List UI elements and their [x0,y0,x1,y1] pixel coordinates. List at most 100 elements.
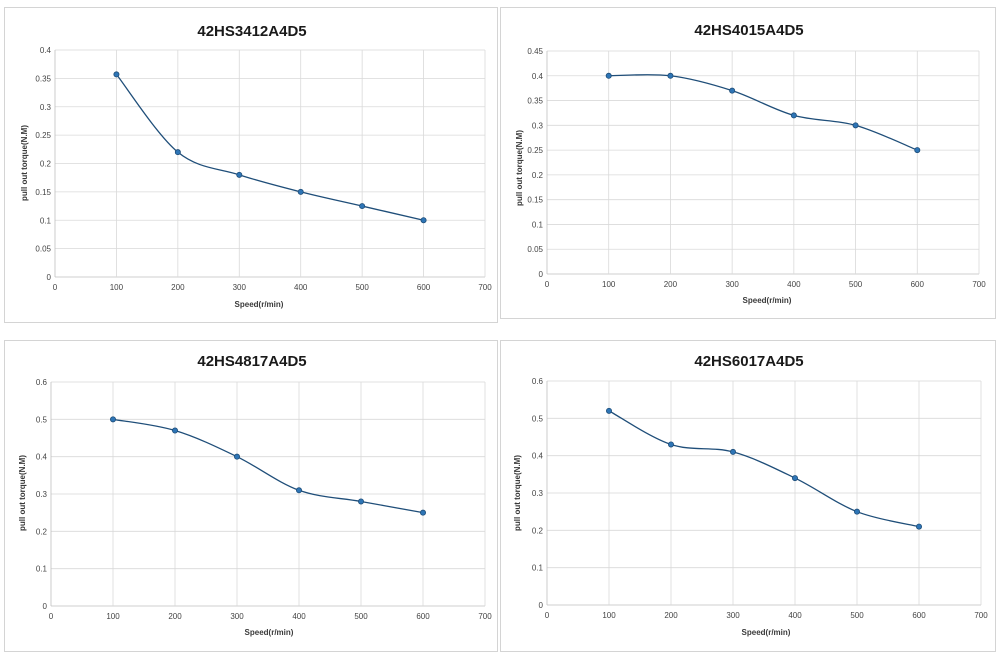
x-tick-label: 0 [53,283,58,292]
y-tick-label: 0.3 [532,121,544,130]
x-tick-label: 300 [725,280,739,289]
data-point [915,523,922,530]
data-point [236,171,243,178]
data-point [729,448,736,455]
data-point [359,203,366,210]
y-axis-label: pull out torque(N.M) [18,455,27,531]
y-tick-label: 0.05 [527,245,543,254]
chart-svg: 42HS3412A4D5 0 0.05 0.1 0.15 0.2 0.25 0.3 0.35 0… [20,23,492,309]
y-tick-label: 0.4 [532,72,544,81]
x-tick-label: 500 [849,280,863,289]
y-tick-label: 0.1 [40,216,52,225]
x-tick-label: 200 [664,280,678,289]
chart-title: 42HS4817A4D5 [197,353,306,370]
y-tick-label: 0.4 [36,453,48,462]
data-point [233,453,240,460]
x-tick-label: 600 [912,611,926,620]
y-tick-label: 0.1 [532,564,544,573]
x-tick-label: 500 [354,612,368,621]
chart-svg: 42HS4817A4D5 0 0.1 0.2 0.3 0.4 0.5 0.6 0 100 200… [18,353,492,637]
y-tick-label: 0.3 [36,490,48,499]
y-tick-label: 0 [539,270,544,279]
y-tick-label: 0.3 [532,489,544,498]
y-tick-label: 0.2 [36,527,48,536]
data-point [729,87,736,94]
y-tick-label: 0.2 [40,160,52,169]
y-tick-label: 0.15 [527,196,543,205]
y-tick-label: 0.35 [527,97,543,106]
y-tick-label: 0.6 [36,378,48,387]
chart-svg: 42HS6017A4D5 0 0.1 0.2 0.3 0.4 0.5 0.6 0 100 200… [513,353,988,637]
x-tick-label: 300 [726,611,740,620]
x-tick-label: 100 [110,283,124,292]
chart-title: 42HS4015A4D5 [694,22,803,39]
data-point [419,509,426,516]
x-tick-label: 700 [972,280,986,289]
y-tick-label: 0.2 [532,171,544,180]
y-tick-label: 0.1 [36,565,48,574]
y-tick-label: 0.25 [35,131,51,140]
x-axis-label: Speed(r/min) [235,300,284,309]
series-line [608,410,920,528]
x-tick-label: 700 [478,283,492,292]
data-point [420,217,427,224]
x-tick-label: 600 [911,280,925,289]
data-point [667,441,674,448]
x-axis-label: Speed(r/min) [742,628,791,637]
series-line [112,418,424,514]
x-tick-label: 200 [168,612,182,621]
data-point [791,475,798,482]
data-point [853,508,860,515]
x-axis-label: Speed(r/min) [743,296,792,305]
x-tick-label: 400 [292,612,306,621]
y-tick-label: 0.25 [527,146,543,155]
y-tick-label: 0.5 [36,415,48,424]
data-point [790,112,797,119]
series-line [115,73,424,221]
chart-panel-42hs6017a4d5: 42HS6017A4D5 0 0.1 0.2 0.3 0.4 0.5 0.6 0 100 200… [500,340,996,652]
x-tick-label: 700 [478,612,492,621]
y-tick-label: 0.05 [35,245,51,254]
x-tick-label: 500 [355,283,369,292]
x-tick-label: 700 [974,611,988,620]
data-point [667,72,674,79]
data-point [297,188,304,195]
chart-panel-42hs4817a4d5: 42HS4817A4D5 0 0.1 0.2 0.3 0.4 0.5 0.6 0 100 200… [4,340,498,652]
x-tick-label: 300 [233,283,247,292]
series-line [608,74,918,151]
chart-panel-42hs3412a4d5: 42HS3412A4D5 0 0.05 0.1 0.15 0.2 0.25 0.3 0.35 0… [4,7,498,323]
y-tick-label: 0 [539,601,544,610]
x-tick-label: 300 [230,612,244,621]
y-tick-label: 0.3 [40,103,52,112]
y-tick-label: 0.4 [532,452,544,461]
y-tick-label: 0.1 [532,220,544,229]
y-tick-label: 0 [47,273,52,282]
data-point [174,149,181,156]
x-tick-label: 100 [602,611,616,620]
x-tick-label: 200 [664,611,678,620]
chart-title: 42HS3412A4D5 [197,23,306,40]
data-point [606,407,613,414]
chart-title: 42HS6017A4D5 [694,353,803,370]
x-tick-label: 400 [294,283,308,292]
y-tick-label: 0.6 [532,377,544,386]
x-tick-label: 400 [787,280,801,289]
data-point [113,71,120,78]
x-tick-label: 400 [788,611,802,620]
data-point [357,498,364,505]
x-tick-label: 0 [49,612,54,621]
x-tick-label: 500 [850,611,864,620]
y-tick-label: 0.4 [40,46,52,55]
y-tick-label: 0.5 [532,414,544,423]
data-point [110,416,117,423]
chart-svg: 42HS4015A4D5 0 0.05 0.1 0.15 0.2 0.25 0.3 0.35 0… [515,22,986,305]
x-tick-label: 100 [106,612,120,621]
x-axis-label: Speed(r/min) [245,628,294,637]
y-tick-label: 0.35 [35,74,51,83]
data-point [171,427,178,434]
data-point [914,147,921,154]
chart-panel-42hs4015a4d5: 42HS4015A4D5 0 0.05 0.1 0.15 0.2 0.25 0.3 0.35 0… [500,7,996,319]
data-point [605,72,612,79]
y-axis-label: pull out torque(N.M) [513,455,522,531]
y-axis-label: pull out torque(N.M) [20,125,29,201]
